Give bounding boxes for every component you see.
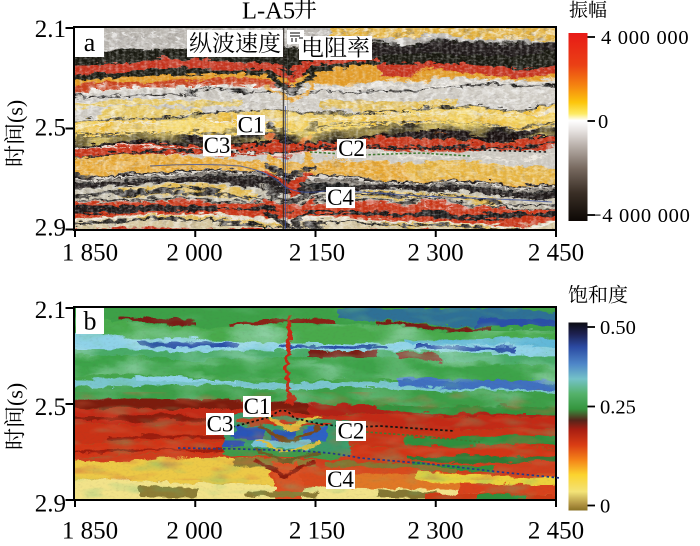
svg-text:2 150: 2 150: [289, 518, 345, 542]
svg-text:C3: C3: [204, 133, 231, 158]
svg-text:0.50: 0.50: [600, 317, 636, 339]
svg-text:2.1: 2.1: [35, 297, 66, 324]
svg-text:2 300: 2 300: [407, 240, 463, 267]
svg-text:2.5: 2.5: [35, 115, 66, 142]
svg-text:C4: C4: [327, 185, 354, 210]
svg-text:−4 000 000: −4 000 000: [590, 205, 691, 227]
svg-text:1 850: 1 850: [62, 240, 118, 267]
svg-text:b: b: [84, 307, 97, 336]
svg-text:a: a: [84, 28, 96, 57]
svg-text:(s): (s): [3, 100, 28, 123]
svg-text:2.5: 2.5: [35, 394, 66, 421]
svg-text:4 000 000: 4 000 000: [601, 27, 689, 49]
svg-text:(s): (s): [3, 383, 28, 406]
svg-text:2.9: 2.9: [35, 491, 66, 518]
svg-text:1 850: 1 850: [62, 518, 118, 542]
svg-text:C1: C1: [244, 394, 271, 419]
svg-text:0: 0: [600, 496, 610, 518]
svg-text:C1: C1: [238, 113, 265, 138]
svg-text:C2: C2: [338, 136, 365, 161]
svg-text:2 000: 2 000: [166, 240, 222, 267]
svg-text:0.25: 0.25: [600, 397, 636, 419]
svg-text:2 000: 2 000: [166, 518, 222, 542]
svg-text:2.1: 2.1: [35, 16, 66, 43]
svg-text:C4: C4: [327, 467, 354, 492]
svg-text:C2: C2: [338, 419, 365, 444]
svg-text:2 300: 2 300: [407, 518, 463, 542]
svg-text:2.9: 2.9: [35, 215, 66, 242]
svg-text:0: 0: [598, 111, 609, 133]
svg-text:2 450: 2 450: [528, 518, 584, 542]
svg-text:2 150: 2 150: [289, 240, 345, 267]
svg-text:L-A5: L-A5: [242, 0, 295, 25]
svg-text:2 450: 2 450: [528, 240, 584, 267]
svg-text:C3: C3: [207, 412, 234, 437]
